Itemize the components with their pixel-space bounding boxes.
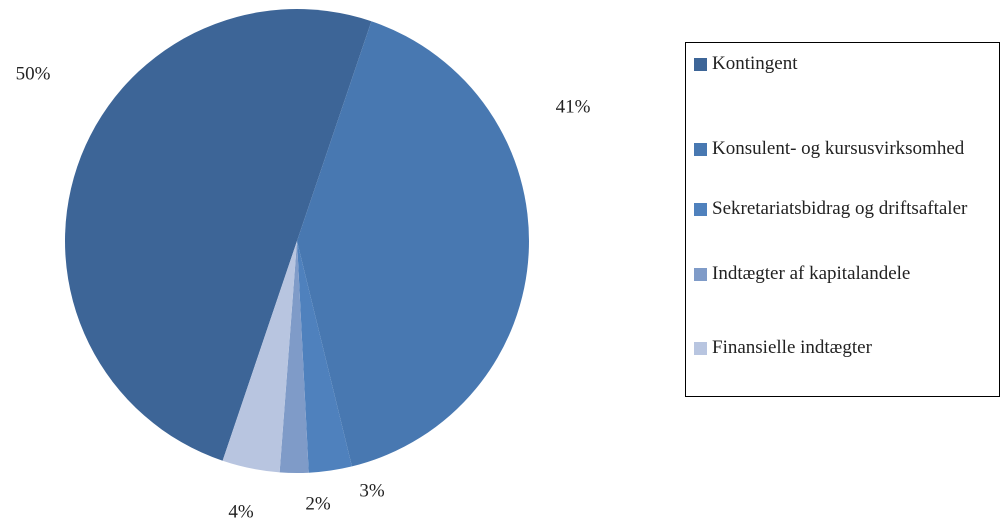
legend-entry: Kontingent bbox=[694, 49, 982, 79]
data-label: 3% bbox=[359, 480, 385, 501]
legend-label: Kontingent bbox=[712, 53, 798, 74]
legend-entry: Sekretariatsbidrag og driftsaftaler bbox=[694, 194, 982, 224]
data-label: 4% bbox=[228, 501, 254, 519]
pie-slice bbox=[279, 241, 309, 473]
legend-swatch bbox=[694, 58, 707, 71]
legend-swatch bbox=[694, 143, 707, 156]
legend-entry: Indtægter af kapitalandele bbox=[694, 259, 982, 289]
legend: Kontingent Konsulent- og kursusvirksomhed… bbox=[685, 42, 1000, 397]
pie-slice bbox=[65, 8, 372, 461]
data-label: 41% bbox=[556, 96, 591, 117]
legend-label: Finansielle indtægter bbox=[712, 337, 872, 358]
pie-slice bbox=[297, 241, 352, 473]
legend-entry: Finansielle indtægter bbox=[694, 333, 982, 363]
pie-slice bbox=[297, 21, 529, 467]
legend-label: Konsulent- og kursusvirksomhed bbox=[712, 138, 965, 159]
data-label: 50% bbox=[16, 63, 51, 84]
legend-swatch bbox=[694, 203, 707, 216]
legend-swatch bbox=[694, 268, 707, 281]
legend-entry: Konsulent- og kursusvirksomhed bbox=[694, 134, 982, 164]
legend-label: Sekretariatsbidrag og driftsaftaler bbox=[712, 198, 968, 219]
legend-swatch bbox=[694, 342, 707, 355]
pie-slice bbox=[222, 241, 297, 473]
data-label: 2% bbox=[305, 493, 331, 514]
legend-label: Indtægter af kapitalandele bbox=[712, 263, 911, 284]
